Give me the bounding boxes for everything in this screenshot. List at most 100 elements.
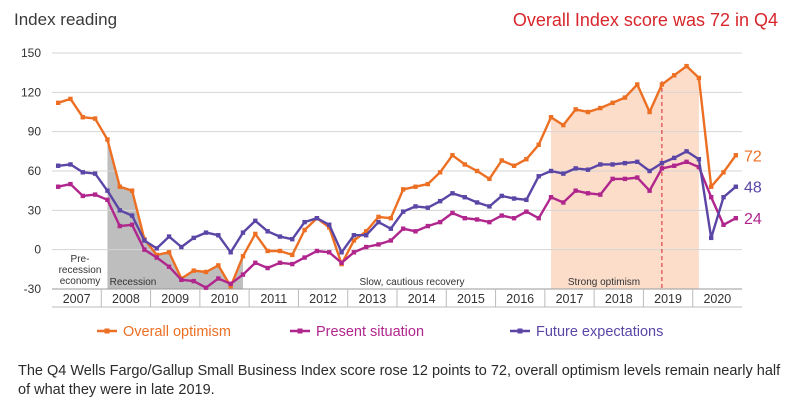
point-present-situation bbox=[339, 260, 344, 265]
point-overall-optimism bbox=[511, 163, 517, 168]
point-future-expectations bbox=[129, 213, 135, 218]
point-future-expectations bbox=[265, 229, 270, 234]
point-present-situation bbox=[363, 244, 369, 250]
point-present-situation bbox=[548, 195, 554, 200]
point-overall-optimism bbox=[166, 250, 172, 255]
point-future-expectations bbox=[548, 168, 554, 174]
point-future-expectations bbox=[191, 235, 196, 241]
end-label-future-expectations: 48 bbox=[744, 180, 762, 197]
point-overall-optimism bbox=[277, 248, 283, 254]
point-future-expectations bbox=[55, 163, 61, 168]
point-present-situation bbox=[216, 276, 221, 281]
end-label-present-situation: 24 bbox=[744, 211, 762, 228]
point-present-situation bbox=[68, 181, 73, 187]
point-overall-optimism bbox=[721, 170, 726, 175]
point-present-situation bbox=[524, 209, 529, 214]
point-present-situation bbox=[327, 250, 332, 255]
point-future-expectations bbox=[376, 219, 381, 225]
point-future-expectations bbox=[240, 230, 246, 235]
point-future-expectations bbox=[598, 162, 603, 167]
point-future-expectations bbox=[388, 226, 394, 231]
point-overall-optimism bbox=[610, 100, 615, 106]
point-future-expectations bbox=[179, 244, 184, 250]
point-future-expectations bbox=[80, 170, 86, 175]
point-overall-optimism bbox=[622, 95, 628, 100]
point-future-expectations bbox=[487, 204, 492, 209]
point-future-expectations bbox=[708, 235, 714, 241]
point-present-situation bbox=[659, 166, 665, 171]
point-future-expectations bbox=[610, 162, 615, 167]
point-future-expectations bbox=[216, 233, 221, 238]
annotation-pre-recession: economy bbox=[60, 276, 101, 287]
point-present-situation bbox=[92, 192, 98, 197]
point-future-expectations bbox=[228, 250, 233, 255]
point-present-situation bbox=[388, 238, 394, 243]
legend-marker-present-situation bbox=[297, 328, 303, 334]
legend-label-overall-optimism: Overall optimism bbox=[123, 324, 231, 340]
point-present-situation bbox=[154, 255, 159, 260]
annotation-recession: Recession bbox=[110, 277, 157, 288]
point-overall-optimism bbox=[413, 184, 418, 189]
point-future-expectations bbox=[635, 159, 640, 165]
x-tick-label: 2017 bbox=[556, 292, 584, 306]
x-tick-label: 2018 bbox=[605, 292, 633, 306]
point-present-situation bbox=[647, 188, 652, 193]
point-overall-optimism bbox=[228, 284, 233, 289]
point-future-expectations bbox=[166, 234, 172, 239]
point-overall-optimism bbox=[92, 116, 98, 121]
point-overall-optimism bbox=[117, 184, 122, 189]
point-present-situation bbox=[179, 277, 184, 283]
point-future-expectations bbox=[351, 233, 357, 238]
x-tick-label: 2015 bbox=[457, 292, 485, 306]
point-present-situation bbox=[55, 184, 61, 189]
point-present-situation bbox=[142, 247, 147, 252]
point-present-situation bbox=[450, 210, 455, 216]
chart-caption: The Q4 Wells Fargo/Gallup Small Business… bbox=[18, 363, 781, 398]
point-future-expectations bbox=[450, 191, 455, 196]
point-present-situation bbox=[573, 188, 578, 193]
point-overall-optimism bbox=[659, 82, 665, 87]
point-present-situation bbox=[635, 175, 640, 180]
point-future-expectations bbox=[524, 197, 529, 203]
point-present-situation bbox=[376, 242, 381, 247]
x-tick-label: 2011 bbox=[260, 292, 287, 306]
point-present-situation bbox=[437, 219, 443, 225]
point-overall-optimism bbox=[388, 216, 394, 221]
point-overall-optimism bbox=[561, 122, 566, 128]
point-overall-optimism bbox=[363, 229, 369, 234]
x-tick-label: 2012 bbox=[309, 292, 337, 306]
point-overall-optimism bbox=[462, 162, 467, 167]
point-present-situation bbox=[203, 285, 209, 290]
y-axis-title: Index reading bbox=[14, 10, 118, 29]
point-present-situation bbox=[166, 264, 172, 269]
point-present-situation bbox=[302, 255, 307, 260]
point-overall-optimism bbox=[400, 187, 406, 192]
point-overall-optimism bbox=[290, 252, 295, 258]
legend-marker-overall-optimism bbox=[104, 328, 110, 334]
point-present-situation bbox=[585, 191, 591, 196]
point-overall-optimism bbox=[105, 137, 110, 142]
point-future-expectations bbox=[203, 230, 209, 235]
point-present-situation bbox=[487, 219, 492, 225]
point-future-expectations bbox=[622, 160, 628, 166]
point-future-expectations bbox=[672, 155, 677, 161]
point-overall-optimism bbox=[253, 231, 258, 237]
point-present-situation bbox=[536, 216, 541, 221]
point-future-expectations bbox=[474, 200, 480, 205]
x-tick-label: 2019 bbox=[654, 292, 682, 306]
point-future-expectations bbox=[117, 208, 122, 213]
end-label-overall-optimism: 72 bbox=[744, 148, 762, 165]
point-overall-optimism bbox=[80, 115, 86, 120]
point-future-expectations bbox=[536, 174, 541, 179]
point-overall-optimism bbox=[708, 184, 714, 189]
point-overall-optimism bbox=[598, 105, 603, 111]
point-present-situation bbox=[351, 250, 357, 255]
point-future-expectations bbox=[437, 198, 443, 204]
point-future-expectations bbox=[425, 205, 431, 210]
point-present-situation bbox=[610, 176, 615, 182]
point-present-situation bbox=[474, 217, 480, 222]
point-present-situation bbox=[622, 176, 628, 182]
y-tick-label: 120 bbox=[21, 85, 41, 99]
point-future-expectations bbox=[585, 167, 591, 172]
annotation-strong-optimism: Strong optimism bbox=[568, 277, 640, 288]
